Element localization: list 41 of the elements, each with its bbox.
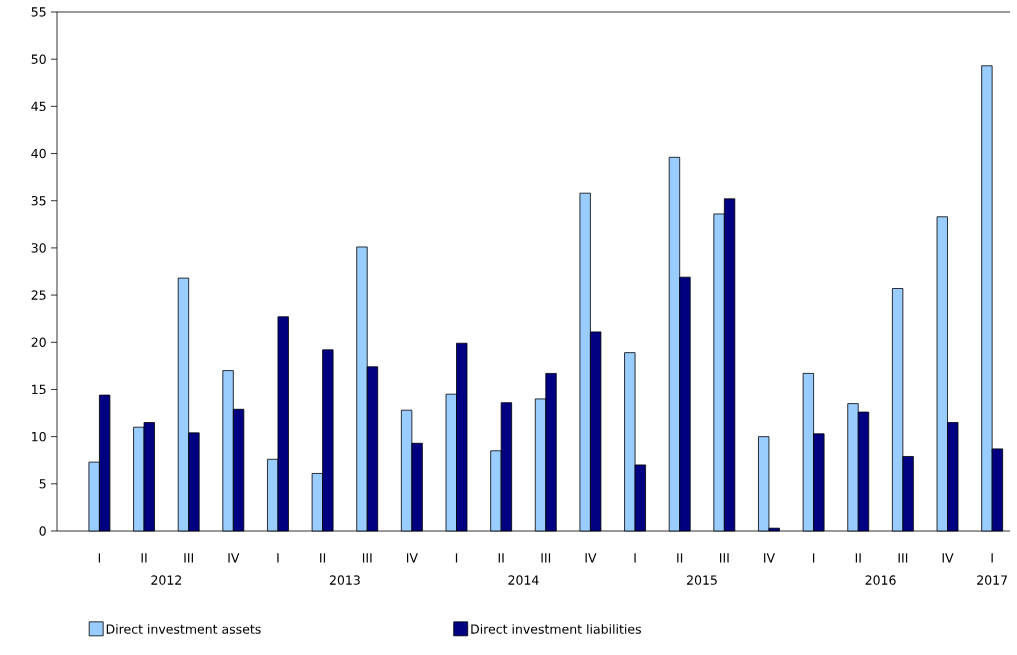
x-tick-label: IV (942, 553, 954, 563)
y-tick-label: 0 (39, 526, 46, 536)
y-tick-label: 30 (31, 243, 46, 253)
x-tick-label: II (498, 553, 504, 563)
x-tick-label: IV (406, 553, 418, 563)
y-tick-label: 25 (31, 290, 46, 300)
text: 2017 (977, 575, 1007, 585)
text: 2012 (151, 575, 182, 585)
x-tick-label: III (541, 553, 551, 563)
x-tick-label: I (813, 553, 815, 563)
x-tick-label: II (141, 553, 147, 563)
y-tick-label: 10 (32, 431, 46, 442)
y-tick-label: 20 (31, 337, 46, 347)
y-tick-label: 40 (31, 148, 46, 159)
x-tick-label: III (898, 553, 908, 563)
x-tick-label: IV (228, 553, 240, 563)
x-tick-label: IV (585, 553, 597, 563)
text: 2016 (865, 575, 896, 585)
text: 2015 (687, 575, 717, 585)
y-tick-label: 35 (31, 195, 46, 206)
x-tick-label: III (362, 553, 372, 563)
x-tick-label: II (677, 553, 683, 563)
y-tick-label: 5 (39, 479, 46, 489)
x-tick-label: II (855, 553, 861, 563)
x-tick-label: III (720, 553, 729, 563)
y-tick-label: 50 (31, 54, 46, 64)
x-tick-label: I (455, 553, 458, 563)
x-tick-label: I (277, 553, 279, 563)
x-tick-label: I (991, 553, 993, 563)
x-tick-label: IV (764, 553, 775, 563)
text: 2014 (508, 575, 539, 585)
legend-label: Direct investment assets (106, 624, 261, 634)
x-tick-label: III (184, 553, 193, 563)
y-tick-label: 45 (31, 101, 46, 111)
x-tick-label: II (320, 553, 326, 563)
x-tick-label: I (634, 553, 636, 563)
y-tick-label: 55 (31, 7, 46, 17)
x-tick-label: I (98, 553, 101, 563)
text: 2013 (329, 575, 360, 585)
y-tick-label: 15 (32, 384, 46, 395)
legend-label: Direct investment liabilities (471, 624, 641, 634)
